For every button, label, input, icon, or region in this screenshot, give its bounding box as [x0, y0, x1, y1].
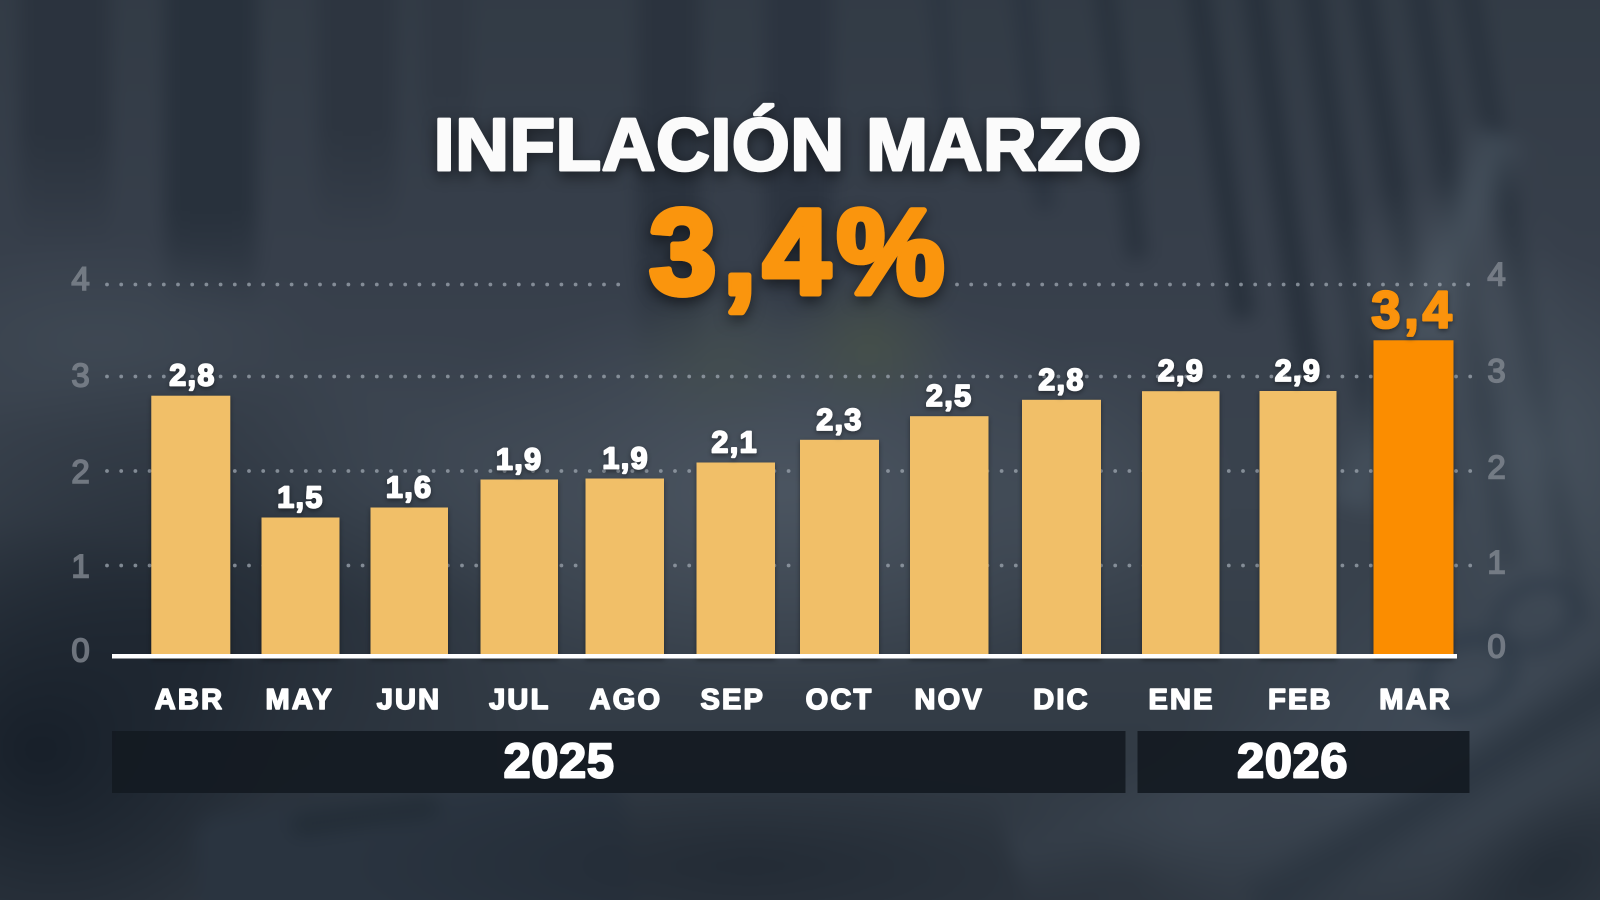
svg-text:2,9: 2,9: [1158, 354, 1205, 388]
svg-text:MAY: MAY: [266, 684, 334, 716]
svg-text:2026: 2026: [1237, 735, 1348, 789]
svg-text:INFLACIÓN MARZO: INFLACIÓN MARZO: [434, 103, 1142, 186]
svg-text:2025: 2025: [503, 735, 614, 789]
svg-text:1,5: 1,5: [277, 481, 324, 515]
svg-text:DIC: DIC: [1033, 684, 1090, 716]
svg-text:2,8: 2,8: [169, 359, 216, 393]
svg-text:AGO: AGO: [590, 684, 663, 716]
svg-text:MAR: MAR: [1379, 684, 1452, 716]
svg-text:3,4%: 3,4%: [649, 184, 951, 320]
svg-text:0: 0: [1487, 628, 1505, 665]
svg-text:JUL: JUL: [489, 684, 550, 716]
svg-text:1: 1: [1487, 544, 1505, 581]
svg-text:2: 2: [1487, 449, 1505, 486]
svg-text:4: 4: [1487, 256, 1505, 293]
svg-text:NOV: NOV: [914, 684, 983, 716]
svg-text:0: 0: [71, 632, 89, 669]
svg-text:2,8: 2,8: [1038, 363, 1085, 397]
svg-text:SEP: SEP: [700, 684, 765, 716]
svg-text:JUN: JUN: [377, 684, 442, 716]
svg-text:ENE: ENE: [1148, 684, 1214, 716]
svg-text:2: 2: [71, 453, 89, 490]
svg-text:1,9: 1,9: [496, 443, 543, 477]
svg-text:2,3: 2,3: [816, 403, 863, 437]
svg-text:1,9: 1,9: [602, 442, 649, 476]
svg-text:1,6: 1,6: [386, 471, 433, 505]
svg-text:3: 3: [1487, 352, 1505, 389]
svg-text:3,4: 3,4: [1371, 281, 1455, 339]
svg-text:2,1: 2,1: [711, 426, 758, 460]
svg-text:1: 1: [71, 548, 89, 585]
svg-text:FEB: FEB: [1268, 684, 1333, 716]
svg-text:ABR: ABR: [155, 684, 224, 716]
svg-text:2,9: 2,9: [1275, 354, 1322, 388]
svg-text:4: 4: [71, 260, 89, 297]
svg-text:OCT: OCT: [806, 684, 874, 716]
svg-text:2,5: 2,5: [926, 379, 973, 413]
svg-text:3: 3: [71, 357, 89, 394]
